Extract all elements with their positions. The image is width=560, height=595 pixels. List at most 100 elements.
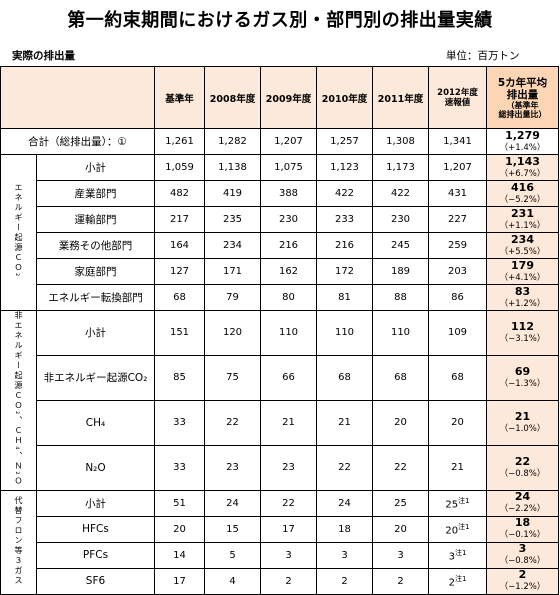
cell-2008: 23 (204, 444, 261, 491)
cell-base: 33 (154, 399, 205, 446)
table-row-energy-subtotal: エネルギー起源ＣＯ₂ 小計 1,059 1,138 1,075 1,123 1,… (0, 154, 559, 311)
header-2008: 2008年度 (204, 66, 261, 129)
cell-base: 17 (154, 567, 205, 595)
footnote-marker: 注1 (454, 548, 467, 557)
cell-2012: 1,207 (428, 154, 487, 181)
cell-base: 14 (154, 541, 205, 569)
table-row-household: 家庭部門 127 171 162 172 189 203 179 （+4.1%） (1, 258, 559, 285)
cell-average: 2 （−1.2%） (486, 567, 559, 595)
cell-base: 127 (154, 258, 205, 285)
cell-base: 51 (154, 489, 205, 517)
cell-2008: 22 (204, 399, 261, 446)
table-row-pfcs: PFCs 14 5 3 3 3 3注1 3 （−0.8%） (1, 541, 559, 569)
row-label: 産業部門 (36, 180, 155, 207)
cell-2008: 75 (204, 354, 261, 401)
emissions-table: 基準年 2008年度 2009年度 2010年度 2011年度 2012年度 速… (0, 66, 559, 595)
average-value: 3 (518, 542, 527, 556)
average-value: 2 (518, 568, 527, 582)
table-row-nonenergy-co2: 非エネルギー起源CO₂ 85 75 66 68 68 68 69 （−1.3%） (1, 354, 559, 401)
cell-2009: 162 (260, 258, 317, 285)
cell-2012: 68 (428, 354, 487, 401)
average-percent: （−1.2%） (499, 582, 546, 593)
footnote-marker: 注1 (458, 522, 470, 531)
cell-2010: 22 (316, 444, 373, 491)
cell-2011: 422 (372, 180, 429, 207)
table-row-fluoro-subtotal: 代替フロン等３ガス 小計 51 24 22 24 25 25注1 24 （−2.… (0, 489, 559, 595)
cell-2012: 3注1 (428, 541, 487, 569)
table-row-business: 業務その他部門 164 234 216 216 245 259 234 （+5.… (1, 232, 559, 259)
table-row-transport: 運輸部門 217 235 230 233 230 227 231 （+1.1%） (1, 206, 559, 233)
average-percent: （−2.2%） (499, 504, 546, 515)
row-label: 小計 (36, 154, 155, 181)
cell-2011: 1,173 (372, 154, 429, 181)
cell-average: 1,279 （+1.4%） (486, 128, 559, 155)
cell-average: 21 （−1.0%） (486, 399, 559, 446)
cell-2011: 245 (372, 232, 429, 259)
row-label: 業務その他部門 (36, 232, 155, 259)
cell-2010: 3 (316, 541, 373, 569)
table-row-n2o: N₂O 33 23 23 22 22 21 22 （−0.8%） (1, 444, 559, 491)
average-percent: （+1.1%） (499, 220, 546, 231)
cell-2008: 24 (204, 489, 261, 517)
cell-2012: 259 (428, 232, 487, 259)
cell-average: 83 （+1.2%） (486, 284, 559, 311)
row-label: 家庭部門 (36, 258, 155, 285)
average-percent: （+1.2%） (499, 298, 546, 309)
row-label: PFCs (36, 541, 155, 569)
cell-base: 20 (154, 515, 205, 543)
header-avg-line4: 総排出量比） (498, 109, 547, 119)
row-label: 小計 (36, 489, 155, 517)
average-value: 1,143 (505, 154, 540, 168)
cell-2010: 1,123 (316, 154, 373, 181)
cell-2011: 20 (372, 515, 429, 543)
header-2012-year: 2012年度 (437, 87, 478, 98)
cell-2012: 20注1 (428, 515, 487, 543)
cell-2012: 203 (428, 258, 487, 285)
cell-2008: 234 (204, 232, 261, 259)
cell-2009: 80 (260, 284, 317, 311)
header-avg-line1: 5カ年平均 (497, 76, 548, 89)
footnote-marker: 注1 (454, 574, 467, 583)
cell-2010: 24 (316, 489, 373, 517)
cell-2012-value: 25 (445, 499, 459, 511)
cell-average: 1,143 （+6.7%） (486, 154, 559, 181)
table-row-total: 合計（総排出量）：① 1,261 1,282 1,207 1,257 1,308… (0, 128, 559, 155)
average-value: 83 (514, 284, 531, 298)
cell-2010: 2 (316, 567, 373, 595)
cell-base: 217 (154, 206, 205, 233)
cell-base: 85 (154, 354, 205, 401)
cell-2012: 21 (428, 444, 487, 491)
cell-average: 24 （−2.2%） (486, 489, 559, 517)
cell-2009: 22 (260, 489, 317, 517)
header-2009: 2009年度 (260, 66, 317, 129)
header-base-year: 基準年 (154, 66, 205, 129)
table-row-industry: 産業部門 482 419 388 422 422 431 416 （−5.2%） (1, 180, 559, 207)
row-label: N₂O (36, 444, 155, 491)
cell-base: 68 (154, 284, 205, 311)
cell-base: 164 (154, 232, 205, 259)
cell-2012: 20 (428, 399, 487, 446)
cell-2009: 216 (260, 232, 317, 259)
row-label: 運輸部門 (36, 206, 155, 233)
cell-2011: 3 (372, 541, 429, 569)
row-label: CH₄ (36, 399, 155, 446)
cell-2012: 2注1 (428, 567, 487, 595)
average-percent: （+4.1%） (499, 272, 546, 283)
cell-2012: 25注1 (428, 489, 487, 517)
header-2011: 2011年度 (372, 66, 429, 129)
table-subtitle: 実際の排出量 (12, 50, 75, 62)
cell-2009: 21 (260, 399, 317, 446)
row-label: 非エネルギー起源CO₂ (36, 354, 155, 401)
cell-2011: 2 (372, 567, 429, 595)
cell-2009: 230 (260, 206, 317, 233)
cell-2008: 15 (204, 515, 261, 543)
cell-2010: 1,257 (316, 128, 373, 155)
cell-2010: 21 (316, 399, 373, 446)
average-value: 18 (514, 516, 531, 530)
cell-2009: 1,207 (260, 128, 317, 155)
cell-2010: 422 (316, 180, 373, 207)
category-label: 代替フロン等３ガス (14, 495, 23, 586)
cell-2012: 109 (428, 310, 487, 356)
cell-average: 179 （+4.1%） (486, 258, 559, 285)
cell-average: 231 （+1.1%） (486, 206, 559, 233)
